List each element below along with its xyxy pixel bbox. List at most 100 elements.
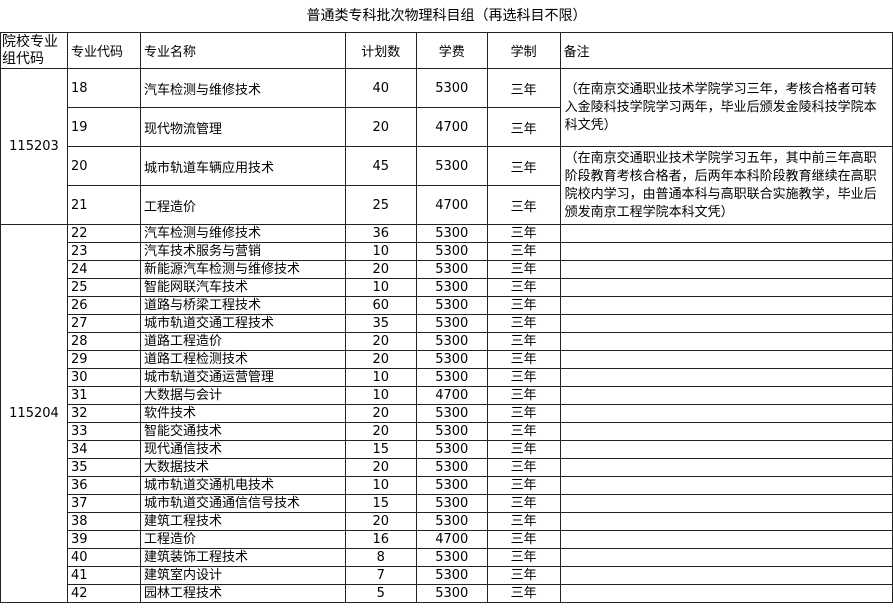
table-row: 40 建筑装饰工程技术 8 5300 三年 bbox=[1, 548, 893, 567]
major-code: 31 bbox=[66, 386, 141, 405]
major-name: 汽车检测与维修技术 bbox=[139, 68, 346, 108]
tuition-fee: 5300 bbox=[415, 422, 488, 441]
note-cell bbox=[559, 242, 893, 261]
tuition-fee: 5300 bbox=[415, 512, 488, 531]
plan-count: 20 bbox=[344, 107, 417, 147]
note-cell bbox=[559, 368, 893, 387]
tuition-fee: 4700 bbox=[415, 386, 488, 405]
tuition-fee: 5300 bbox=[415, 458, 488, 477]
major-name: 城市轨道交通运营管理 bbox=[139, 368, 346, 387]
tuition-fee: 5300 bbox=[415, 476, 488, 495]
header-row: 院校专业组代码 专业代码 专业名称 计划数 学费 学制 备注 bbox=[0, 32, 893, 69]
major-name: 建筑室内设计 bbox=[139, 566, 346, 585]
study-years: 三年 bbox=[486, 404, 561, 423]
table-row: 29 道路工程检测技术 20 5300 三年 bbox=[1, 350, 893, 369]
tuition-fee: 5300 bbox=[415, 404, 488, 423]
table-row: 19 现代物流管理 20 4700 三年 bbox=[1, 107, 893, 147]
plan-count: 10 bbox=[344, 278, 417, 297]
tuition-fee: 5300 bbox=[415, 332, 488, 351]
plan-count: 10 bbox=[344, 386, 417, 405]
note-cell bbox=[559, 224, 893, 243]
tuition-fee: 5300 bbox=[415, 566, 488, 585]
study-years: 三年 bbox=[486, 548, 561, 567]
major-name: 软件技术 bbox=[139, 404, 346, 423]
page-title: 普通类专科批次物理科目组（再选科目不限） bbox=[306, 8, 587, 24]
header-plan: 计划数 bbox=[344, 32, 417, 69]
majors-table: 院校专业组代码 专业代码 专业名称 计划数 学费 学制 备注 115203 18 汽… bbox=[0, 32, 893, 603]
note-cell bbox=[559, 422, 893, 441]
major-name: 大数据与会计 bbox=[139, 386, 346, 405]
tuition-fee: 4700 bbox=[415, 185, 488, 225]
tuition-fee: 5300 bbox=[415, 224, 488, 243]
major-code: 42 bbox=[66, 584, 141, 603]
group-code: 115203 bbox=[0, 68, 68, 225]
major-code: 19 bbox=[66, 107, 141, 147]
plan-count: 5 bbox=[344, 584, 417, 603]
major-name: 道路工程造价 bbox=[139, 332, 346, 351]
table-row: 42 园林工程技术 5 5300 三年 bbox=[1, 584, 893, 603]
major-code: 24 bbox=[66, 260, 141, 279]
note-cell: （在南京交通职业技术学院学习五年，其中前三年高职阶段教育考核合格者，后两年本科阶… bbox=[559, 146, 893, 225]
plan-count: 20 bbox=[344, 422, 417, 441]
major-name: 现代物流管理 bbox=[139, 107, 346, 147]
study-years: 三年 bbox=[486, 68, 561, 108]
major-code: 36 bbox=[66, 476, 141, 495]
major-name: 建筑装饰工程技术 bbox=[139, 548, 346, 567]
study-years: 三年 bbox=[486, 185, 561, 225]
major-code: 32 bbox=[66, 404, 141, 423]
tuition-fee: 5300 bbox=[415, 548, 488, 567]
tuition-fee: 5300 bbox=[415, 278, 488, 297]
plan-count: 45 bbox=[344, 146, 417, 186]
note-cell bbox=[559, 458, 893, 477]
plan-count: 40 bbox=[344, 68, 417, 108]
plan-count: 36 bbox=[344, 224, 417, 243]
study-years: 三年 bbox=[486, 278, 561, 297]
table-row: 39 工程造价 16 4700 三年 bbox=[1, 530, 893, 549]
major-name: 城市轨道车辆应用技术 bbox=[139, 146, 346, 186]
tuition-fee: 5300 bbox=[415, 440, 488, 459]
table-row: 36 城市轨道交通机电技术 10 5300 三年 bbox=[1, 476, 893, 495]
table-row: 31 大数据与会计 10 4700 三年 bbox=[1, 386, 893, 405]
study-years: 三年 bbox=[486, 494, 561, 513]
major-code: 21 bbox=[66, 185, 141, 225]
study-years: 三年 bbox=[486, 350, 561, 369]
major-name: 现代通信技术 bbox=[139, 440, 346, 459]
table-row: 34 现代通信技术 15 5300 三年 bbox=[1, 440, 893, 459]
major-name: 大数据技术 bbox=[139, 458, 346, 477]
table-row: 23 汽车技术服务与营销 10 5300 三年 bbox=[1, 242, 893, 261]
major-name: 汽车检测与维修技术 bbox=[139, 224, 346, 243]
table-row: 21 工程造价 25 4700 三年 bbox=[1, 185, 893, 225]
tuition-fee: 5300 bbox=[415, 242, 488, 261]
note-cell bbox=[559, 314, 893, 333]
note-cell bbox=[559, 566, 893, 585]
major-name: 工程造价 bbox=[139, 185, 346, 225]
plan-count: 10 bbox=[344, 476, 417, 495]
note-cell: （在南京交通职业技术学院学习三年，考核合格者可转入金陵科技学院学习两年，毕业后颁… bbox=[559, 68, 893, 147]
tuition-fee: 5300 bbox=[415, 584, 488, 603]
tuition-fee: 5300 bbox=[415, 314, 488, 333]
major-code: 25 bbox=[66, 278, 141, 297]
note-cell bbox=[559, 386, 893, 405]
study-years: 三年 bbox=[486, 332, 561, 351]
note-cell bbox=[559, 296, 893, 315]
note-cell bbox=[559, 494, 893, 513]
note-cell bbox=[559, 260, 893, 279]
plan-count: 10 bbox=[344, 242, 417, 261]
major-name: 工程造价 bbox=[139, 530, 346, 549]
major-name: 建筑工程技术 bbox=[139, 512, 346, 531]
table-row: 115204 22 汽车检测与维修技术 36 5300 三年 bbox=[0, 224, 893, 603]
plan-count: 20 bbox=[344, 458, 417, 477]
major-code: 28 bbox=[66, 332, 141, 351]
plan-count: 15 bbox=[344, 494, 417, 513]
major-name: 新能源汽车检测与维修技术 bbox=[139, 260, 346, 279]
major-code: 26 bbox=[66, 296, 141, 315]
table-row: 115203 18 汽车检测与维修技术 40 5300 三年 （在南京交通职业技术学院学习三… bbox=[0, 68, 893, 225]
major-name: 城市轨道交通机电技术 bbox=[139, 476, 346, 495]
major-name: 道路与桥梁工程技术 bbox=[139, 296, 346, 315]
table-row: 33 智能交通技术 20 5300 三年 bbox=[1, 422, 893, 441]
header-group-code: 院校专业组代码 bbox=[0, 32, 68, 69]
study-years: 三年 bbox=[486, 368, 561, 387]
study-years: 三年 bbox=[486, 224, 561, 243]
note-cell bbox=[559, 332, 893, 351]
study-years: 三年 bbox=[486, 314, 561, 333]
